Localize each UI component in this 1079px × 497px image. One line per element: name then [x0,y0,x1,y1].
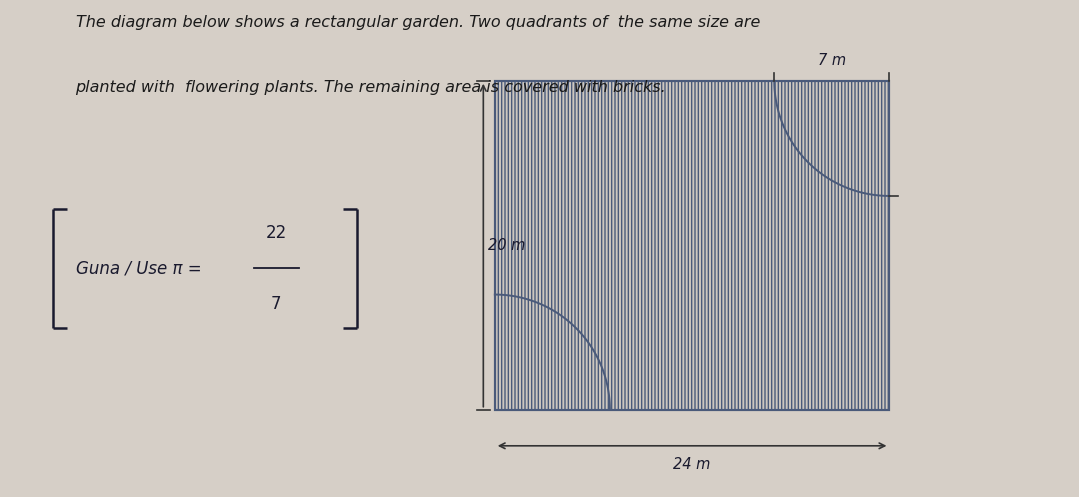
Text: 20 m: 20 m [489,238,525,253]
Bar [495,81,889,410]
Bar [495,81,889,410]
Text: The diagram below shows a rectangular garden. Two quadrants of  the same size ar: The diagram below shows a rectangular ga… [76,15,760,30]
Text: 24 m: 24 m [673,457,711,472]
Text: Guna / Use π =: Guna / Use π = [76,259,206,277]
Text: planted with  flowering plants. The remaining area is covered with bricks.: planted with flowering plants. The remai… [76,80,666,94]
Text: 7 m: 7 m [818,53,846,68]
Text: 7: 7 [271,295,282,313]
Text: 22: 22 [265,224,287,242]
